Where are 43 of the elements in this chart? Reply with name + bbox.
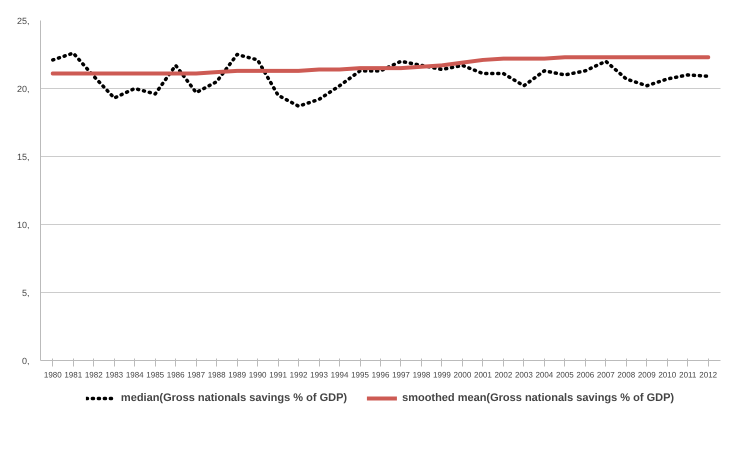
x-tick-label: 1981 bbox=[64, 370, 83, 380]
y-tick-label: 5, bbox=[22, 288, 30, 298]
x-tick-label: 2008 bbox=[617, 370, 636, 380]
x-tick-label: 2000 bbox=[454, 370, 472, 380]
x-tick-label: 1996 bbox=[372, 370, 390, 380]
legend-label: median(Gross nationals savings % of GDP) bbox=[120, 392, 348, 404]
x-tick-label: 1994 bbox=[330, 370, 349, 380]
line-series bbox=[51, 51, 710, 108]
x-tick-label: 1988 bbox=[208, 370, 226, 380]
y-tick-label: 20, bbox=[16, 84, 30, 94]
x-tick-label: 1983 bbox=[105, 370, 124, 380]
x-tick-label: 1990 bbox=[248, 370, 268, 380]
x-tick-label: 1999 bbox=[433, 370, 452, 380]
y-tick-label: 0, bbox=[22, 356, 30, 366]
x-tick-label: 1984 bbox=[126, 370, 144, 380]
x-tick-label: 1980 bbox=[44, 370, 62, 380]
x-tick-label: 1985 bbox=[146, 370, 165, 380]
x-tick-label: 2012 bbox=[699, 370, 718, 380]
line-series bbox=[50, 55, 710, 76]
x-tick-label: 1998 bbox=[412, 370, 431, 380]
x-tick-label: 2010 bbox=[658, 370, 677, 380]
legend-label: smoothed mean(Gross nationals savings % of GDP) bbox=[402, 392, 674, 404]
x-tick-label: 1997 bbox=[392, 370, 410, 380]
x-tick-label: 1992 bbox=[290, 370, 308, 380]
x-tick-label: 2004 bbox=[535, 370, 554, 380]
x-tick-label: 2007 bbox=[596, 370, 616, 380]
x-tick-label: 2005 bbox=[556, 370, 574, 380]
x-tick-label: 2003 bbox=[514, 370, 534, 380]
x-tick-label: 2002 bbox=[494, 370, 513, 380]
x-tick-label: 2006 bbox=[576, 370, 595, 380]
y-tick-label: 15, bbox=[16, 152, 30, 162]
x-tick-label: 1987 bbox=[187, 370, 206, 380]
y-tick-label: 10, bbox=[16, 220, 30, 230]
x-tick-label: 1982 bbox=[84, 370, 104, 380]
x-tick-label: 2011 bbox=[679, 370, 697, 380]
x-tick-label: 1995 bbox=[351, 370, 370, 380]
y-tick-label: 25, bbox=[16, 16, 30, 26]
x-tick-label: 2001 bbox=[474, 370, 492, 380]
x-tick-label: 2009 bbox=[638, 370, 656, 380]
x-tick-label: 1989 bbox=[228, 370, 247, 380]
x-tick-label: 1991 bbox=[269, 370, 288, 380]
x-tick-label: 1993 bbox=[310, 370, 329, 380]
x-tick-label: 1986 bbox=[166, 370, 186, 380]
